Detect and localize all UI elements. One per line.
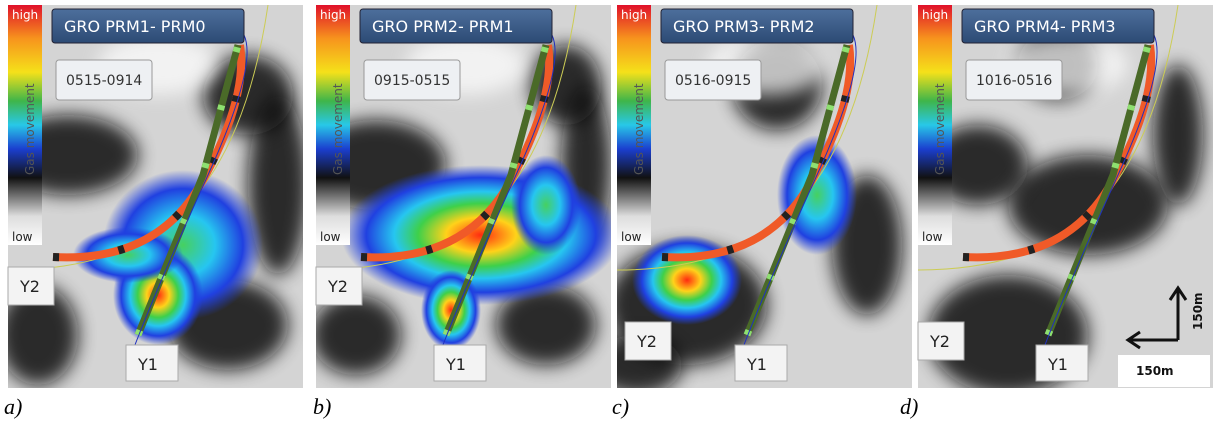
colorbar-label: Gas movement (933, 83, 947, 175)
trajectory (440, 34, 556, 351)
map-panel: high low Gas movement GRO PRM3- PRM2 0516-09… (617, 5, 912, 388)
map-panel: high low Gas movement GRO PRM2- PRM1 0915-05… (315, 5, 611, 388)
panel-title: GRO PRM1- PRM0 (64, 17, 206, 36)
gas-anomaly (511, 155, 581, 255)
colorbar-low: low (320, 230, 341, 244)
well-label-box (624, 321, 672, 361)
colorbar-high: high (12, 8, 38, 22)
colorbar-low: low (12, 230, 33, 244)
panel-caption: c) (612, 394, 629, 419)
colorbar-high: high (922, 8, 948, 22)
well-label: Y2 (19, 277, 40, 296)
colorbar-low: low (922, 230, 943, 244)
gas-anomaly (341, 165, 611, 305)
colorbar (316, 5, 350, 245)
period: 0516-0915 (675, 73, 751, 89)
vertical-well (134, 44, 242, 337)
trajectory (1042, 34, 1158, 351)
well-label-box (7, 266, 55, 306)
well-label-box (734, 344, 788, 382)
colorbar-high: high (621, 8, 647, 22)
colorbar-high: high (320, 8, 346, 22)
well-label: Y2 (636, 332, 657, 351)
period: 0915-0515 (374, 73, 450, 89)
colorbar-low: low (621, 230, 642, 244)
map-image (8, 5, 303, 388)
map-image (316, 5, 611, 388)
terrain (248, 95, 303, 275)
terrain (496, 285, 596, 365)
title-box (51, 8, 245, 44)
colorbar-label: Gas movement (632, 83, 646, 175)
colorbar-label: Gas movement (23, 83, 37, 175)
panel-caption: d) (900, 394, 918, 419)
title-box (660, 8, 854, 44)
period-box (664, 59, 762, 101)
well-label: Y1 (746, 355, 767, 374)
scale-arrows (1125, 285, 1188, 350)
panel-title: GRO PRM4- PRM3 (974, 17, 1116, 36)
terrain (1008, 155, 1168, 255)
colorbar (918, 5, 952, 245)
colorbar-label: Gas movement (331, 83, 345, 175)
terrain (1153, 65, 1203, 205)
panel-caption: b) (313, 394, 331, 419)
period-box (965, 59, 1063, 101)
well-label: Y1 (445, 355, 466, 374)
gas-anomaly (421, 270, 481, 350)
terrain (316, 295, 401, 375)
colorbar (617, 5, 651, 245)
map-image (918, 5, 1213, 388)
well-label-box (917, 321, 965, 361)
scale-box (1118, 355, 1210, 387)
title-box (359, 8, 553, 44)
vertical-well (1044, 44, 1152, 337)
panel-caption: a) (4, 394, 22, 419)
well-label: Y2 (327, 277, 348, 296)
title-box (961, 8, 1155, 44)
colorbar (8, 5, 42, 245)
well-label: Y1 (137, 355, 158, 374)
period-box (363, 59, 461, 101)
gas-anomaly (777, 135, 857, 255)
well-label-box (315, 266, 363, 306)
map-panel: high low Gas movement GRO PRM4- PRM3 1016-05… (917, 5, 1213, 388)
panel-title: GRO PRM3- PRM2 (673, 17, 815, 36)
panel-title: GRO PRM2- PRM1 (372, 17, 514, 36)
scale-y: 150m (1191, 292, 1205, 330)
terrain (928, 125, 1028, 205)
well-label: Y2 (929, 332, 950, 351)
trajectory (741, 34, 857, 351)
vertical-well (442, 44, 550, 337)
period: 0515-0914 (66, 73, 142, 89)
gas-anomaly (73, 227, 183, 283)
vertical-well (743, 44, 851, 337)
terrain (8, 285, 78, 385)
well-label-box (433, 344, 487, 382)
well-label-box (125, 344, 179, 382)
scale-x: 150m (1136, 364, 1174, 378)
well-label: Y1 (1047, 355, 1068, 374)
map-panel: high low Gas movement GRO PRM1- PRM0 0515-09… (7, 5, 303, 388)
period-box (55, 59, 153, 101)
trajectory (132, 34, 248, 351)
period: 1016-0516 (976, 73, 1052, 89)
well-label-box (1035, 344, 1089, 382)
